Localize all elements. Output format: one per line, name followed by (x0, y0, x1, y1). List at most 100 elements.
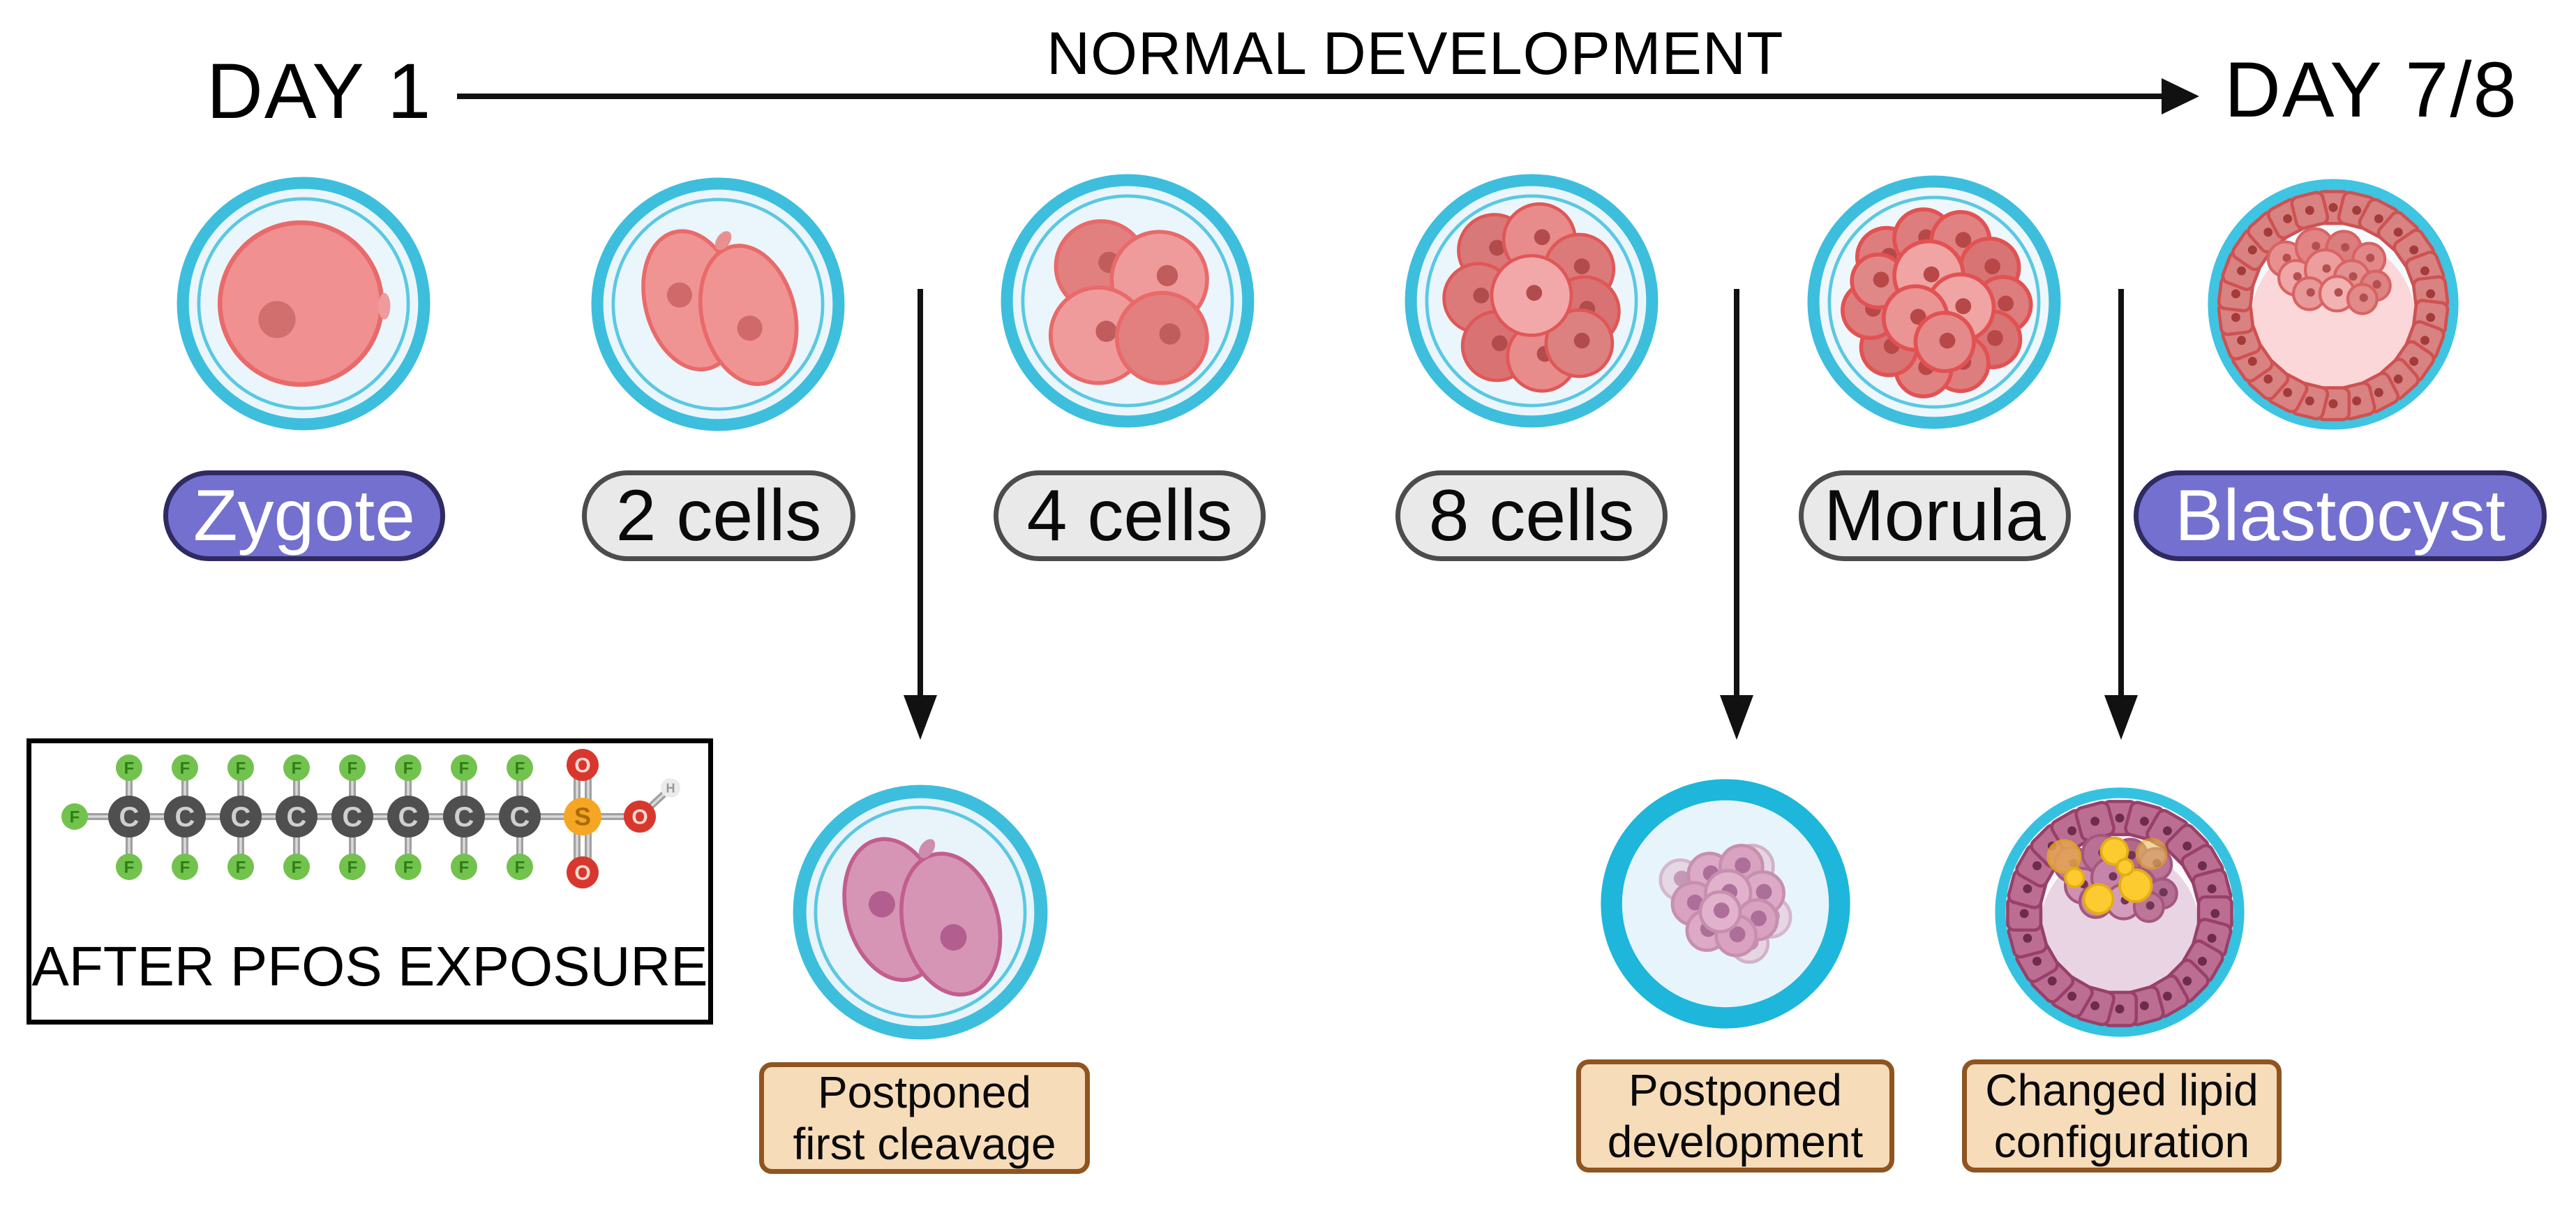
stage-label-2cells-text: 2 cells (615, 475, 822, 556)
stage-label-morula: Morula (1799, 470, 2071, 561)
fluorine-atom (61, 803, 88, 830)
stage-label-8cells-text: 8 cells (1428, 475, 1635, 556)
carbon-atom (164, 796, 206, 838)
fluorine-atom (283, 754, 310, 781)
effect-lipid-line1: Changed lipid (1985, 1064, 2259, 1115)
svg-text:C: C (454, 802, 474, 833)
svg-text:C: C (175, 802, 195, 833)
fluorine-atom (451, 754, 477, 781)
fluorine-atom (116, 754, 142, 781)
fluorine-atom (116, 854, 142, 880)
fluorine-atom (339, 854, 366, 880)
pfos-two-cell-illustration (793, 784, 1048, 1040)
fluorine-atom (395, 854, 421, 880)
svg-text:F: F (347, 858, 358, 877)
delayed-morula-cluster (1658, 844, 1792, 964)
pfos-box: F F F C F F C F F C F F C F F C F F C F F C F F C O O S O H AFTER PFO… (27, 738, 713, 1025)
hydrogen-atom (661, 778, 680, 798)
svg-text:C: C (231, 802, 251, 833)
carbon-atom (108, 796, 150, 838)
stage-label-4cells-text: 4 cells (1026, 475, 1233, 556)
pfos-caption: AFTER PFOS EXPOSURE (31, 935, 708, 997)
svg-text:C: C (119, 802, 140, 833)
svg-text:F: F (124, 858, 135, 877)
svg-text:F: F (459, 858, 470, 877)
svg-text:F: F (459, 759, 470, 777)
svg-text:F: F (403, 759, 414, 777)
down-arrow-development-icon (1720, 289, 1753, 740)
fluorine-atom (227, 754, 254, 781)
svg-text:F: F (236, 858, 246, 877)
effect-label-development: Postponed development (1576, 1059, 1894, 1172)
effect-development-line1: Postponed (1628, 1064, 1843, 1115)
svg-text:F: F (180, 759, 190, 777)
stage-label-8cells: 8 cells (1395, 470, 1668, 561)
inner-cell-mass (2266, 227, 2392, 315)
svg-text:F: F (180, 858, 190, 877)
fluorine-atom (507, 854, 533, 880)
fluorine-atom (339, 754, 366, 781)
fluorine-atom (395, 754, 421, 781)
trophoblast-ring (2217, 190, 2450, 422)
two-cell-illustration (591, 177, 845, 431)
pfos-molecule: F F F C F F C F F C F F C F F C F F C F F C F F C O O S O H (61, 749, 680, 888)
svg-text:F: F (403, 858, 414, 877)
effect-lipid-line2: configuration (1993, 1117, 2250, 1167)
carbon-atom (276, 796, 317, 838)
day-end-label: DAY 7/8 (2224, 46, 2518, 133)
svg-text:C: C (343, 802, 363, 833)
normal-development-title: NORMAL DEVELOPMENT (1047, 20, 1784, 87)
carbon-atom (387, 796, 429, 838)
stage-label-blastocyst-text: Blastocyst (2175, 475, 2506, 556)
four-cell-illustration (1001, 174, 1255, 428)
carbon-atom (331, 796, 373, 838)
morula-illustration (1807, 175, 2061, 429)
effect-label-first-cleavage: Postponed first cleavage (759, 1062, 1090, 1174)
carbon-atom (499, 796, 541, 838)
svg-text:F: F (70, 807, 80, 826)
fluorine-atom (507, 754, 533, 781)
fluorine-atom (172, 754, 198, 781)
fluorine-atom (227, 854, 254, 880)
svg-text:C: C (287, 802, 307, 833)
stage-label-4cells: 4 cells (994, 470, 1266, 561)
stage-label-morula-text: Morula (1824, 475, 2046, 556)
oxygen-atom (567, 749, 599, 781)
svg-text:C: C (510, 802, 530, 833)
fluorine-atom (283, 854, 310, 880)
sulfur-atom (564, 798, 601, 835)
svg-text:F: F (124, 759, 135, 777)
carbon-atom (220, 796, 262, 838)
lipid-droplets (2046, 836, 2168, 915)
oxygen-atom (567, 856, 599, 888)
molecule-atoms: F F F C F F C F F C F F C F F C F F C F F C F F C O O S O H (61, 749, 680, 888)
svg-text:O: O (574, 862, 590, 885)
effect-development-line2: development (1607, 1117, 1864, 1167)
effect-first-cleavage-line1: Postponed (817, 1066, 1032, 1117)
eight-cell-cluster (1442, 202, 1621, 393)
four-cell-cluster (1048, 219, 1209, 385)
day-start-label: DAY 1 (207, 47, 433, 135)
svg-text:F: F (515, 759, 525, 777)
svg-text:O: O (631, 806, 647, 829)
stage-label-2cells: 2 cells (582, 470, 855, 561)
svg-text:C: C (398, 802, 419, 833)
eight-cell-illustration (1405, 174, 1658, 428)
effect-label-lipid: Changed lipid configuration (1962, 1059, 2282, 1172)
carbon-atom (443, 796, 485, 838)
timeline-arrow-icon (457, 78, 2199, 114)
svg-text:O: O (574, 754, 590, 777)
pfos-blastocyst-illustration (1995, 787, 2245, 1037)
down-arrow-lipid-icon (2104, 289, 2138, 740)
svg-text:F: F (515, 858, 525, 877)
down-arrow-cleavage-icon (904, 289, 937, 740)
stage-label-blastocyst: Blastocyst (2134, 470, 2547, 561)
blastocyst-illustration (2208, 179, 2459, 430)
stage-label-zygote-text: Zygote (193, 475, 415, 556)
svg-text:S: S (574, 803, 591, 831)
oxygen-atom (624, 801, 656, 833)
svg-text:F: F (347, 759, 358, 777)
svg-text:F: F (236, 759, 246, 777)
svg-text:F: F (292, 858, 302, 877)
